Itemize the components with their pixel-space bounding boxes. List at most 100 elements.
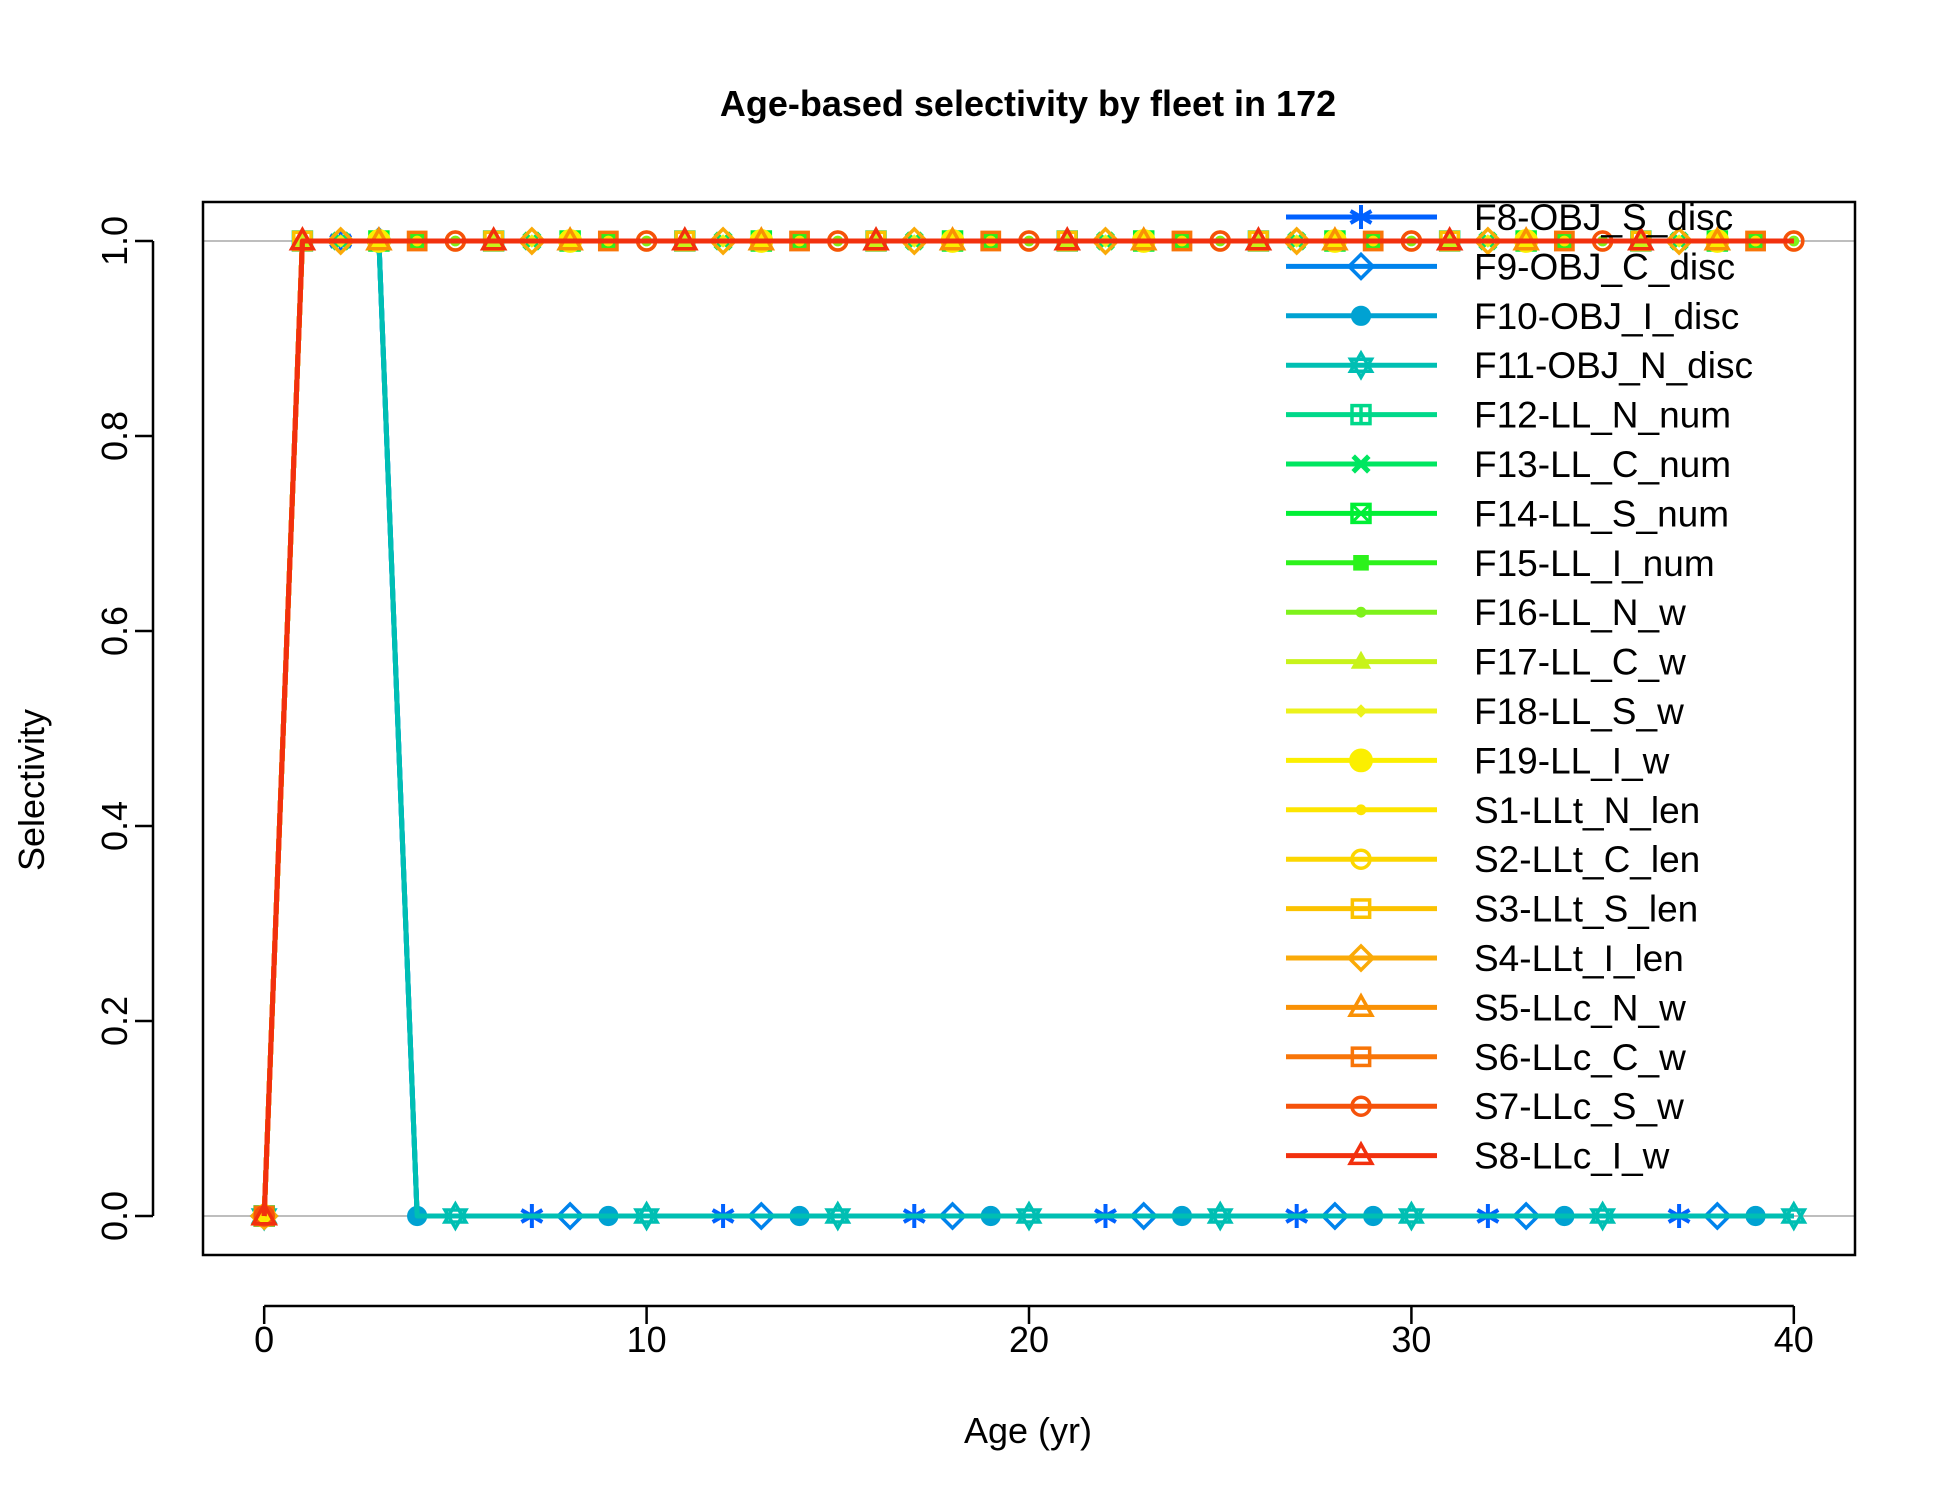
- legend-item: F10-OBJ_I_disc: [1286, 296, 1739, 337]
- legend-label: S1-LLt_N_len: [1474, 790, 1700, 831]
- legend-label: F17-LL_C_w: [1474, 642, 1686, 683]
- legend-label: F13-LL_C_num: [1474, 444, 1731, 485]
- legend-item: S6-LLc_C_w: [1286, 1037, 1686, 1078]
- data-point: [1320, 1201, 1350, 1231]
- legend-marker: [1347, 349, 1375, 381]
- legend-item: F14-LL_S_num: [1286, 493, 1729, 534]
- legend-marker: [1346, 943, 1376, 973]
- data-point: [555, 1201, 585, 1231]
- plot-area: [203, 226, 1855, 1232]
- legend-item: S3-LLt_S_len: [1286, 889, 1698, 930]
- legend-marker: [1346, 251, 1376, 281]
- legend-label: F15-LL_I_num: [1474, 543, 1715, 584]
- y-axis-label: Selectivity: [11, 709, 52, 871]
- legend-item: S2-LLt_C_len: [1286, 839, 1700, 880]
- data-point: [250, 1201, 278, 1226]
- chart-title: Age-based selectivity by fleet in 172: [720, 83, 1336, 124]
- data-point: [517, 226, 547, 256]
- data-point: [1282, 226, 1312, 256]
- legend-item: F13-LL_C_num: [1286, 444, 1731, 485]
- legend-label: S8-LLc_I_w: [1474, 1136, 1670, 1177]
- legend-item: F8-OBJ_S_disc: [1286, 197, 1733, 238]
- legend-label: S4-LLt_I_len: [1474, 938, 1684, 979]
- legend-marker: [1353, 555, 1369, 571]
- legend-item: F12-LL_N_num: [1286, 395, 1731, 436]
- legend-item: F9-OBJ_C_disc: [1286, 246, 1735, 287]
- data-point: [708, 226, 738, 256]
- legend-item: S8-LLc_I_w: [1286, 1136, 1670, 1177]
- y-tick-label: 0.2: [94, 996, 135, 1046]
- data-point: [671, 226, 699, 251]
- legend-marker: [1347, 1140, 1375, 1166]
- data-point: [1702, 1201, 1732, 1231]
- data-point: [1627, 226, 1655, 251]
- y-tick-label: 1.0: [94, 216, 135, 266]
- data-point: [1780, 1200, 1808, 1232]
- legend-marker: [1350, 1095, 1372, 1117]
- legend-marker: [1350, 1046, 1372, 1068]
- legend-label: S6-LLc_C_w: [1474, 1037, 1686, 1078]
- data-point: [1473, 226, 1503, 256]
- legend-label: S2-LLt_C_len: [1474, 839, 1700, 880]
- legend-label: S7-LLc_S_w: [1474, 1086, 1684, 1127]
- series-S8-LLc_I_w: [250, 226, 1794, 1226]
- data-point: [938, 1201, 967, 1231]
- data-point: [479, 226, 508, 251]
- data-point: [1091, 226, 1120, 256]
- data-point: [862, 226, 890, 251]
- legend-item: F11-OBJ_N_disc: [1286, 345, 1753, 386]
- legend-label: F10-OBJ_I_disc: [1474, 296, 1739, 337]
- x-tick-label: 0: [254, 1319, 274, 1360]
- legend-item: F16-LL_N_w: [1286, 592, 1686, 633]
- series-line: [261, 238, 1794, 1217]
- legend-label: F16-LL_N_w: [1474, 592, 1686, 633]
- legend-item: S1-LLt_N_len: [1286, 790, 1700, 831]
- y-tick-label: 0.6: [94, 606, 135, 656]
- legend-label: F19-LL_I_w: [1474, 740, 1670, 781]
- y-tick-label: 0.0: [94, 1191, 135, 1241]
- y-tick-label: 0.8: [94, 411, 135, 461]
- x-tick-label: 40: [1774, 1319, 1814, 1360]
- legend-marker: [1350, 650, 1372, 669]
- data-point: [1435, 226, 1464, 251]
- legend-label: F12-LL_N_num: [1474, 395, 1731, 436]
- data-point: [1053, 226, 1082, 251]
- legend-item: S4-LLt_I_len: [1286, 938, 1684, 979]
- legend-marker: [1354, 704, 1368, 718]
- data-point: [288, 226, 317, 251]
- legend-marker: [1350, 502, 1372, 525]
- legend-label: F8-OBJ_S_disc: [1474, 197, 1733, 238]
- data-point: [1511, 1201, 1541, 1231]
- legend-marker: [1355, 606, 1367, 618]
- data-point: [633, 1200, 661, 1232]
- data-point: [1206, 1200, 1234, 1232]
- legend-item: F19-LL_I_w: [1286, 740, 1670, 781]
- x-axis-label: Age (yr): [964, 1410, 1092, 1451]
- x-tick-label: 30: [1391, 1319, 1431, 1360]
- legend-item: F17-LL_C_w: [1286, 642, 1686, 683]
- axes: 0 10 20 30 40 0.0 0.2 0.4 0.6 0.8 1.0: [94, 200, 1857, 1360]
- data-point: [1129, 1201, 1159, 1231]
- legend-marker: [1349, 748, 1373, 773]
- plot-frame: [201, 200, 1857, 1257]
- legend-item: F18-LL_S_w: [1286, 691, 1684, 732]
- y-tick-label: 0.4: [94, 801, 135, 851]
- data-point: [746, 1201, 776, 1231]
- legend-label: F18-LL_S_w: [1474, 691, 1684, 732]
- legend-marker: [1351, 454, 1371, 474]
- legend-item: S5-LLc_N_w: [1286, 987, 1686, 1028]
- legend-item: S7-LLc_S_w: [1286, 1086, 1684, 1127]
- data-point: [1589, 1200, 1617, 1232]
- legend-label: F9-OBJ_C_disc: [1474, 246, 1735, 287]
- legend-label: S5-LLc_N_w: [1474, 987, 1686, 1028]
- x-tick-label: 10: [627, 1319, 667, 1360]
- data-point: [1664, 226, 1694, 256]
- legend: F8-OBJ_S_disc F9-OBJ_C_disc F10-OBJ_I_disc…: [1286, 197, 1753, 1177]
- data-point: [899, 226, 929, 256]
- data-point: [326, 226, 356, 256]
- data-point: [1244, 226, 1273, 251]
- data-point: [441, 1200, 469, 1232]
- legend-label: F14-LL_S_num: [1474, 493, 1729, 534]
